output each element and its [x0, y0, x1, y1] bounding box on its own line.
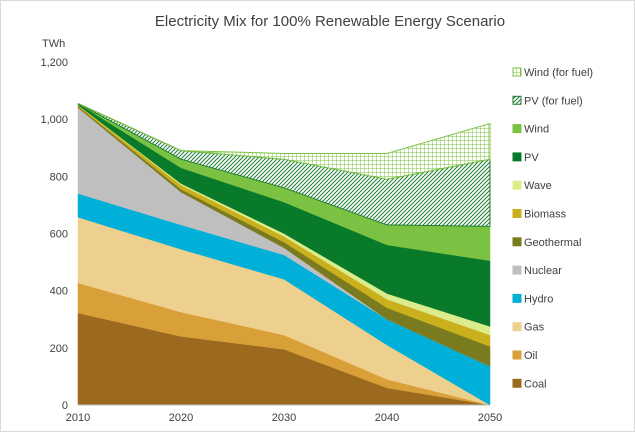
y-tick-label: 400: [50, 286, 68, 298]
legend-label: Oil: [524, 350, 537, 362]
legend-swatch: [512, 350, 522, 360]
y-tick-label: 1,200: [40, 57, 68, 69]
y-axis-label: TWh: [42, 38, 65, 50]
legend-label: Gas: [524, 322, 545, 334]
legend-swatch: [512, 237, 522, 247]
legend-swatch: [512, 180, 522, 190]
area-wind-for-fuel: [77, 102, 491, 180]
legend-item-pv: PV: [512, 152, 539, 164]
x-tick-label: 2010: [66, 412, 90, 424]
x-tick-label: 2050: [478, 412, 502, 424]
chart-title: Electricity Mix for 100% Renewable Energ…: [155, 13, 505, 30]
legend-item-wave: Wave: [512, 180, 552, 192]
legend-swatch: [512, 293, 522, 303]
legend-label: Wind: [524, 124, 549, 136]
legend-label: Hydro: [524, 293, 553, 305]
legend-label: Wind (for fuel): [524, 67, 593, 79]
axes-layer: 0 200 400 600 800 1,000 1,200 2010 2020 2030 2040 2…: [40, 57, 502, 424]
legend-swatch: [512, 124, 522, 134]
areas-layer: [77, 102, 491, 406]
legend-item-wind: Wind: [512, 124, 549, 136]
x-tick-label: 2030: [272, 412, 296, 424]
legend-item-gas: Gas: [512, 322, 545, 334]
legend-label: Wave: [524, 180, 552, 192]
legend-item-nuclear: Nuclear: [512, 265, 562, 277]
legend-item-oil: Oil: [512, 350, 537, 362]
legend-swatch: [512, 378, 522, 388]
y-tick-label: 1,000: [40, 114, 68, 126]
legend-swatch: [512, 67, 522, 77]
y-tick-label: 0: [62, 400, 68, 412]
legend-item-coal: Coal: [512, 378, 547, 390]
x-tick-label: 2020: [169, 412, 193, 424]
legend-item-pv-for-fuel: PV (for fuel): [512, 95, 583, 107]
legend-item-geothermal: Geothermal: [512, 237, 581, 249]
y-tick-label: 800: [50, 171, 68, 183]
legend-label: PV (for fuel): [524, 95, 583, 107]
y-tick-label: 200: [50, 343, 68, 355]
legend-item-hydro: Hydro: [512, 293, 553, 305]
legend-swatch: [512, 265, 522, 275]
legend-label: Nuclear: [524, 265, 562, 277]
legend-item-wind-for-fuel: Wind (for fuel): [512, 67, 593, 79]
legend-item-biomass: Biomass: [512, 209, 567, 221]
legend-swatch: [512, 209, 522, 218]
legend-label: Biomass: [524, 209, 567, 221]
legend-swatch: [512, 322, 522, 332]
y-tick-label: 600: [50, 229, 68, 241]
legend-label: Coal: [524, 378, 547, 390]
x-tick-label: 2040: [375, 412, 399, 424]
legend-swatch: [512, 95, 522, 105]
legend-label: Geothermal: [524, 237, 581, 249]
legend: Wind (for fuel) PV (for fuel) Wind PV Wave Bi…: [512, 67, 593, 390]
legend-swatch: [512, 152, 522, 162]
legend-label: PV: [524, 152, 539, 164]
